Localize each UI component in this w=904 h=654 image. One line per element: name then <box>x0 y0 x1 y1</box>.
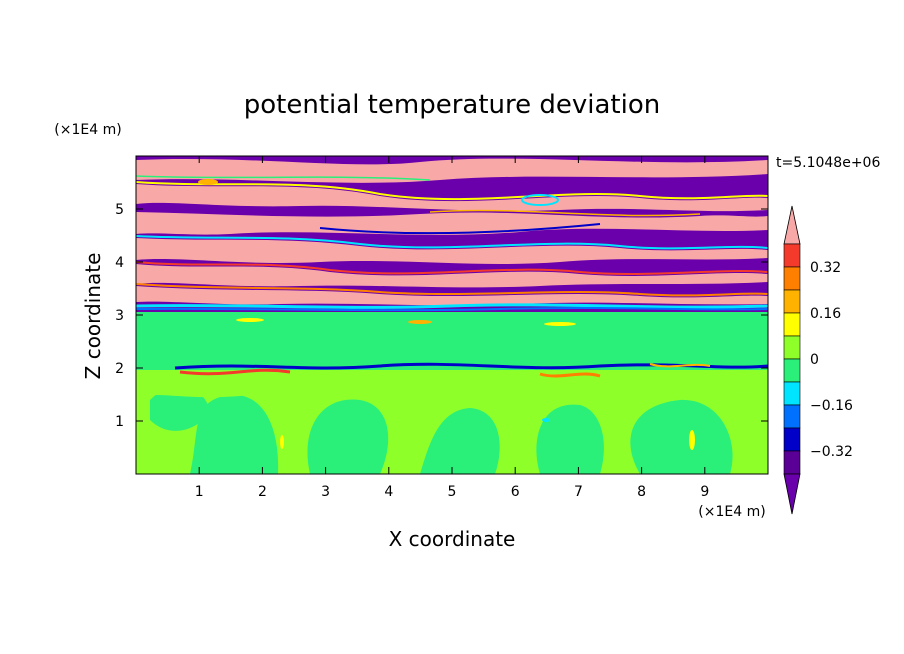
y-unit-label: (×1E4 m) <box>54 122 121 138</box>
colorbar-bottom-triangle <box>783 473 801 515</box>
colorbar-swatch <box>783 266 801 291</box>
y-tick-label: 1 <box>115 414 124 430</box>
colorbar: 0.32 0.16 0 −0.16 −0.32 <box>783 205 853 515</box>
colorbar-label: 0 <box>810 352 819 368</box>
y-axis-ticks: 1 2 3 4 5 <box>115 202 768 430</box>
y-tick-label: 2 <box>115 361 124 377</box>
colorbar-swatch <box>783 289 801 314</box>
colorbar-swatch <box>783 335 801 360</box>
colorbar-swatch <box>783 427 801 452</box>
x-tick-label: 1 <box>195 484 204 500</box>
x-tick-label: 7 <box>574 484 583 500</box>
y-tick-label: 5 <box>115 202 124 218</box>
x-tick-label: 4 <box>384 484 393 500</box>
y-tick-label: 3 <box>115 308 124 324</box>
colorbar-label: 0.32 <box>810 260 841 276</box>
colorbar-swatch <box>783 404 801 429</box>
colorbar-label: 0.16 <box>810 306 841 322</box>
colorbar-top-triangle <box>783 205 801 245</box>
x-tick-label: 5 <box>448 484 457 500</box>
x-tick-label: 3 <box>321 484 330 500</box>
x-tick-label: 8 <box>637 484 646 500</box>
contour-field <box>136 156 768 474</box>
colorbar-swatch <box>783 381 801 406</box>
x-axis-label: X coordinate <box>389 527 516 551</box>
x-tick-label: 6 <box>511 484 520 500</box>
colorbar-label: −0.32 <box>810 444 853 460</box>
colorbar-swatch <box>783 358 801 383</box>
y-axis-label: Z coordinate <box>81 253 105 380</box>
y-tick-label: 4 <box>115 255 124 271</box>
x-axis-ticks: 1 2 3 4 5 6 7 8 9 <box>195 156 709 500</box>
colorbar-label: −0.16 <box>810 398 853 414</box>
x-tick-label: 2 <box>258 484 267 500</box>
time-label: t=5.1048e+06 <box>776 155 880 171</box>
x-unit-label: (×1E4 m) <box>698 504 765 520</box>
colorbar-swatch <box>783 312 801 337</box>
x-tick-label: 9 <box>700 484 709 500</box>
colorbar-swatch <box>783 450 801 475</box>
chart-title: potential temperature deviation <box>244 90 660 120</box>
colorbar-swatch <box>783 243 801 268</box>
